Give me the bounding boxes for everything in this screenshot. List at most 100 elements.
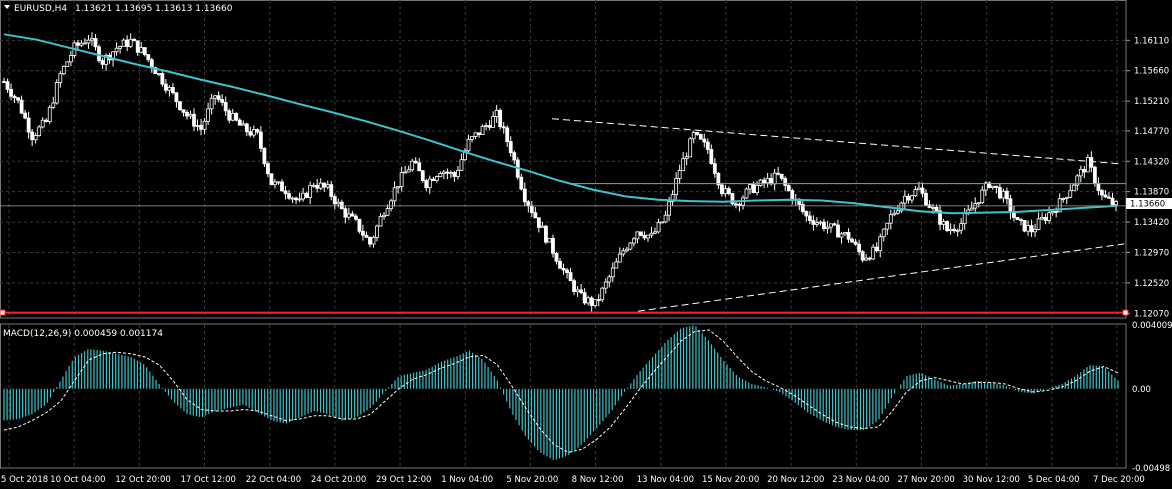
- candle-body: [955, 229, 960, 232]
- candle-body: [667, 201, 671, 216]
- menu-triangle-icon[interactable]: [4, 5, 10, 9]
- candle-body: [786, 185, 791, 191]
- candle-body: [624, 248, 629, 252]
- candle-body: [895, 210, 900, 214]
- candle-body: [392, 187, 397, 202]
- candle-body: [37, 126, 42, 136]
- candle-body: [864, 257, 869, 261]
- candle-body: [712, 163, 717, 174]
- candle-body: [283, 190, 288, 195]
- candle-body: [990, 185, 995, 188]
- candle-body: [244, 123, 249, 133]
- candle-body: [881, 228, 886, 238]
- candle-body: [698, 134, 703, 140]
- candle-body: [670, 194, 675, 203]
- candle-body: [188, 113, 193, 117]
- candle-body: [318, 182, 323, 189]
- candle-body: [234, 113, 239, 121]
- candle-body: [691, 132, 696, 140]
- candle-body: [1092, 166, 1097, 184]
- candle-body: [533, 212, 538, 219]
- candle-body: [195, 125, 200, 127]
- candle-body: [375, 225, 379, 238]
- candle-body: [952, 228, 957, 232]
- candle-body: [997, 187, 1002, 199]
- time-tick-label: 17 Oct 12:00: [181, 475, 236, 485]
- candle-body: [829, 223, 833, 228]
- candle-body: [30, 131, 35, 141]
- candle-body: [199, 125, 203, 130]
- candle-body: [206, 108, 211, 122]
- candle-body: [582, 292, 587, 304]
- time-axis: 5 Oct 2018 10 Oct 04:00 12 Oct 20:00 17 Oct…: [1, 475, 1145, 485]
- candle-body: [843, 232, 847, 235]
- candle-body: [536, 217, 541, 228]
- candle-body: [1026, 225, 1030, 232]
- candle-body: [586, 297, 591, 304]
- candle-body: [332, 196, 337, 205]
- candle-body: [438, 173, 443, 178]
- candle-body: [322, 182, 327, 188]
- candle-body: [47, 106, 52, 122]
- candle-body: [1040, 217, 1045, 220]
- candle-body: [304, 192, 309, 198]
- macd-tick-label: 0.004009: [1132, 321, 1172, 331]
- candle-body: [216, 95, 221, 100]
- price-tick-label: 1.15210: [1134, 97, 1169, 107]
- candle-body: [744, 188, 749, 199]
- macd-axis: 0.004009 0.00 -0.00498: [1132, 321, 1172, 474]
- candle-body: [185, 111, 189, 117]
- candle-body: [371, 236, 376, 245]
- candle-body: [1071, 184, 1076, 192]
- candle-body: [93, 38, 98, 48]
- candle-body: [565, 269, 569, 274]
- candle-body: [368, 236, 372, 245]
- candle-body: [357, 218, 362, 232]
- candle-body: [719, 184, 724, 195]
- candle-body: [427, 178, 432, 189]
- candle-body: [382, 214, 386, 218]
- candle-body: [554, 252, 559, 262]
- candle-body: [262, 147, 267, 165]
- candle-body: [589, 297, 594, 306]
- candle-body: [54, 82, 59, 104]
- candle-body: [976, 202, 981, 205]
- time-tick-label: 20 Nov 12:00: [767, 475, 824, 485]
- candle-body: [12, 95, 17, 99]
- candle-body: [146, 54, 151, 61]
- candle-body: [484, 125, 489, 127]
- candle-body: [399, 172, 404, 187]
- candle-body: [769, 177, 774, 185]
- lower-trendline: [637, 243, 1127, 312]
- candle-body: [1043, 217, 1048, 221]
- price-tick-label: 1.16110: [1134, 36, 1169, 46]
- candle-body: [593, 299, 598, 306]
- candle-body: [980, 189, 985, 204]
- price-axis: 1.16110 1.15660 1.15210 1.14770 1.14320 1.138…: [1126, 36, 1169, 319]
- candle-body: [899, 202, 904, 212]
- candle-body: [737, 203, 742, 206]
- candle-body: [487, 125, 492, 128]
- candle-body: [1107, 196, 1111, 199]
- candle-body: [526, 201, 531, 207]
- ohlc-header: 1.13621 1.13695 1.13613 1.13660: [75, 4, 233, 14]
- candle-body: [121, 39, 126, 47]
- candle-body: [118, 46, 123, 49]
- candle-body: [938, 210, 942, 225]
- candle-body: [68, 55, 73, 63]
- candle-body: [403, 171, 408, 174]
- time-tick-label: 5 Dec 04:00: [1028, 475, 1080, 485]
- candle-body: [579, 289, 584, 294]
- candle-body: [353, 215, 358, 220]
- candle-body: [772, 172, 777, 185]
- time-tick-label: 23 Nov 04:00: [832, 475, 889, 485]
- time-tick-label: 7 Dec 20:00: [1093, 475, 1145, 485]
- candle-body: [1075, 175, 1080, 186]
- candle-body: [825, 226, 830, 230]
- candle-body: [463, 150, 467, 161]
- candle-body: [459, 159, 464, 171]
- candle-body: [783, 178, 788, 186]
- candle-body: [251, 129, 256, 136]
- time-tick-label: 8 Nov 12:00: [572, 475, 624, 485]
- candle-body: [1005, 190, 1009, 200]
